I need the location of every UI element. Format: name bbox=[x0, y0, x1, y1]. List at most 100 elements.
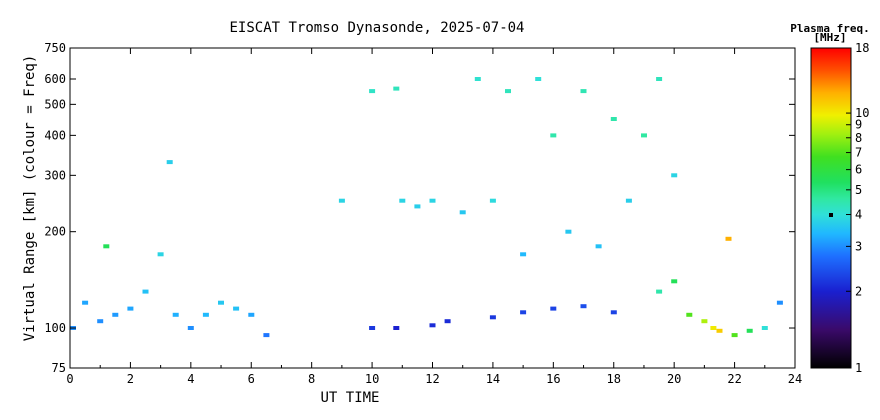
data-point bbox=[761, 326, 768, 330]
y-tick-label: 600 bbox=[44, 72, 66, 86]
data-point bbox=[459, 210, 466, 215]
data-point bbox=[474, 77, 481, 81]
data-point bbox=[671, 279, 678, 284]
data-point bbox=[505, 89, 511, 94]
data-point bbox=[535, 77, 542, 81]
data-point bbox=[489, 198, 496, 203]
y-axis: 75 100 200 300 400 500 600 750 bbox=[44, 41, 795, 375]
data-point bbox=[112, 312, 119, 317]
x-tick-label: 22 bbox=[727, 372, 741, 386]
data-point bbox=[157, 252, 164, 257]
colorbar-tick-label: 6 bbox=[855, 163, 862, 177]
x-tick-label: 0 bbox=[66, 372, 73, 386]
data-point bbox=[550, 306, 557, 311]
x-tick-label: 4 bbox=[187, 372, 194, 386]
data-point bbox=[550, 133, 557, 138]
data-point bbox=[429, 198, 436, 203]
data-point bbox=[656, 289, 663, 294]
data-layer bbox=[70, 77, 783, 338]
data-point bbox=[580, 304, 587, 309]
x-axis-label: UT TIME bbox=[320, 390, 379, 406]
x-tick-label: 12 bbox=[425, 372, 439, 386]
data-point bbox=[625, 198, 632, 203]
data-point bbox=[103, 244, 110, 249]
colorbar-tick-label: 4 bbox=[855, 208, 862, 222]
data-point bbox=[710, 326, 717, 330]
y-tick-label: 750 bbox=[44, 41, 66, 55]
y-tick-label: 300 bbox=[44, 168, 66, 182]
data-point bbox=[166, 160, 173, 165]
data-point bbox=[610, 310, 617, 315]
data-point bbox=[671, 173, 678, 178]
y-tick-label: 200 bbox=[44, 225, 66, 239]
data-point bbox=[580, 89, 587, 94]
colorbar-tick-label: 9 bbox=[855, 118, 862, 132]
data-point bbox=[369, 326, 376, 330]
colorbar-tick-label: 3 bbox=[855, 239, 862, 253]
data-point bbox=[218, 300, 224, 305]
x-tick-label: 6 bbox=[248, 372, 255, 386]
data-point bbox=[414, 204, 421, 209]
x-tick-label: 18 bbox=[607, 372, 621, 386]
data-point bbox=[172, 312, 179, 317]
data-point bbox=[565, 229, 572, 234]
data-point bbox=[127, 306, 134, 311]
x-tick-label: 24 bbox=[788, 372, 802, 386]
x-tick-label: 14 bbox=[486, 372, 500, 386]
data-point bbox=[429, 323, 436, 328]
colorbar-units: [MHz] bbox=[813, 31, 846, 44]
data-point bbox=[656, 77, 663, 81]
data-point bbox=[393, 326, 400, 330]
x-tick-label: 2 bbox=[127, 372, 134, 386]
data-point bbox=[641, 133, 647, 138]
data-point bbox=[82, 300, 89, 305]
data-point bbox=[399, 198, 406, 203]
colorbar bbox=[810, 47, 852, 369]
data-point bbox=[489, 315, 496, 320]
colorbar-marker bbox=[829, 213, 833, 217]
data-point bbox=[746, 328, 753, 333]
y-axis-label: Virtual Range [km] (colour = Freq) bbox=[22, 55, 38, 342]
data-point bbox=[520, 252, 527, 257]
data-point bbox=[716, 328, 723, 333]
x-tick-label: 20 bbox=[667, 372, 681, 386]
data-point bbox=[248, 312, 255, 317]
colorbar-tick-label: 10 bbox=[855, 106, 869, 120]
data-point bbox=[444, 319, 451, 324]
colorbar-tick-label: 18 bbox=[855, 41, 869, 55]
data-point bbox=[187, 326, 194, 330]
data-point bbox=[142, 289, 149, 294]
data-point bbox=[393, 86, 400, 91]
x-tick-label: 16 bbox=[546, 372, 560, 386]
plot-frame bbox=[69, 47, 796, 369]
x-tick-label: 8 bbox=[308, 372, 315, 386]
colorbar-tick-label: 5 bbox=[855, 183, 862, 197]
data-point bbox=[686, 312, 693, 317]
data-point bbox=[369, 89, 376, 94]
data-point bbox=[97, 319, 104, 324]
data-point bbox=[338, 198, 345, 203]
colorbar-tick-label: 2 bbox=[855, 284, 862, 298]
colorbar-tick-label: 7 bbox=[855, 146, 862, 160]
y-tick-label: 400 bbox=[44, 128, 66, 142]
y-tick-label: 75 bbox=[52, 361, 66, 375]
colorbar-tick-label: 8 bbox=[855, 131, 862, 145]
data-point bbox=[725, 236, 732, 241]
data-point bbox=[776, 300, 783, 305]
data-point bbox=[202, 312, 209, 317]
y-tick-label: 500 bbox=[44, 97, 66, 111]
y-tick-label: 100 bbox=[44, 321, 66, 335]
data-point bbox=[610, 117, 617, 121]
colorbar-tick-label: 1 bbox=[855, 361, 862, 375]
data-point bbox=[520, 310, 527, 315]
data-point bbox=[263, 333, 270, 338]
x-tick-label: 10 bbox=[365, 372, 379, 386]
data-point bbox=[731, 333, 738, 338]
x-axis: 0 2 4 6 8 10 12 14 16 18 20 22 24 bbox=[66, 48, 802, 386]
data-point bbox=[701, 319, 708, 324]
chart-title: EISCAT Tromso Dynasonde, 2025-07-04 bbox=[229, 20, 524, 36]
colorbar-label: Plasma freq. bbox=[790, 22, 869, 35]
data-point bbox=[233, 306, 240, 311]
